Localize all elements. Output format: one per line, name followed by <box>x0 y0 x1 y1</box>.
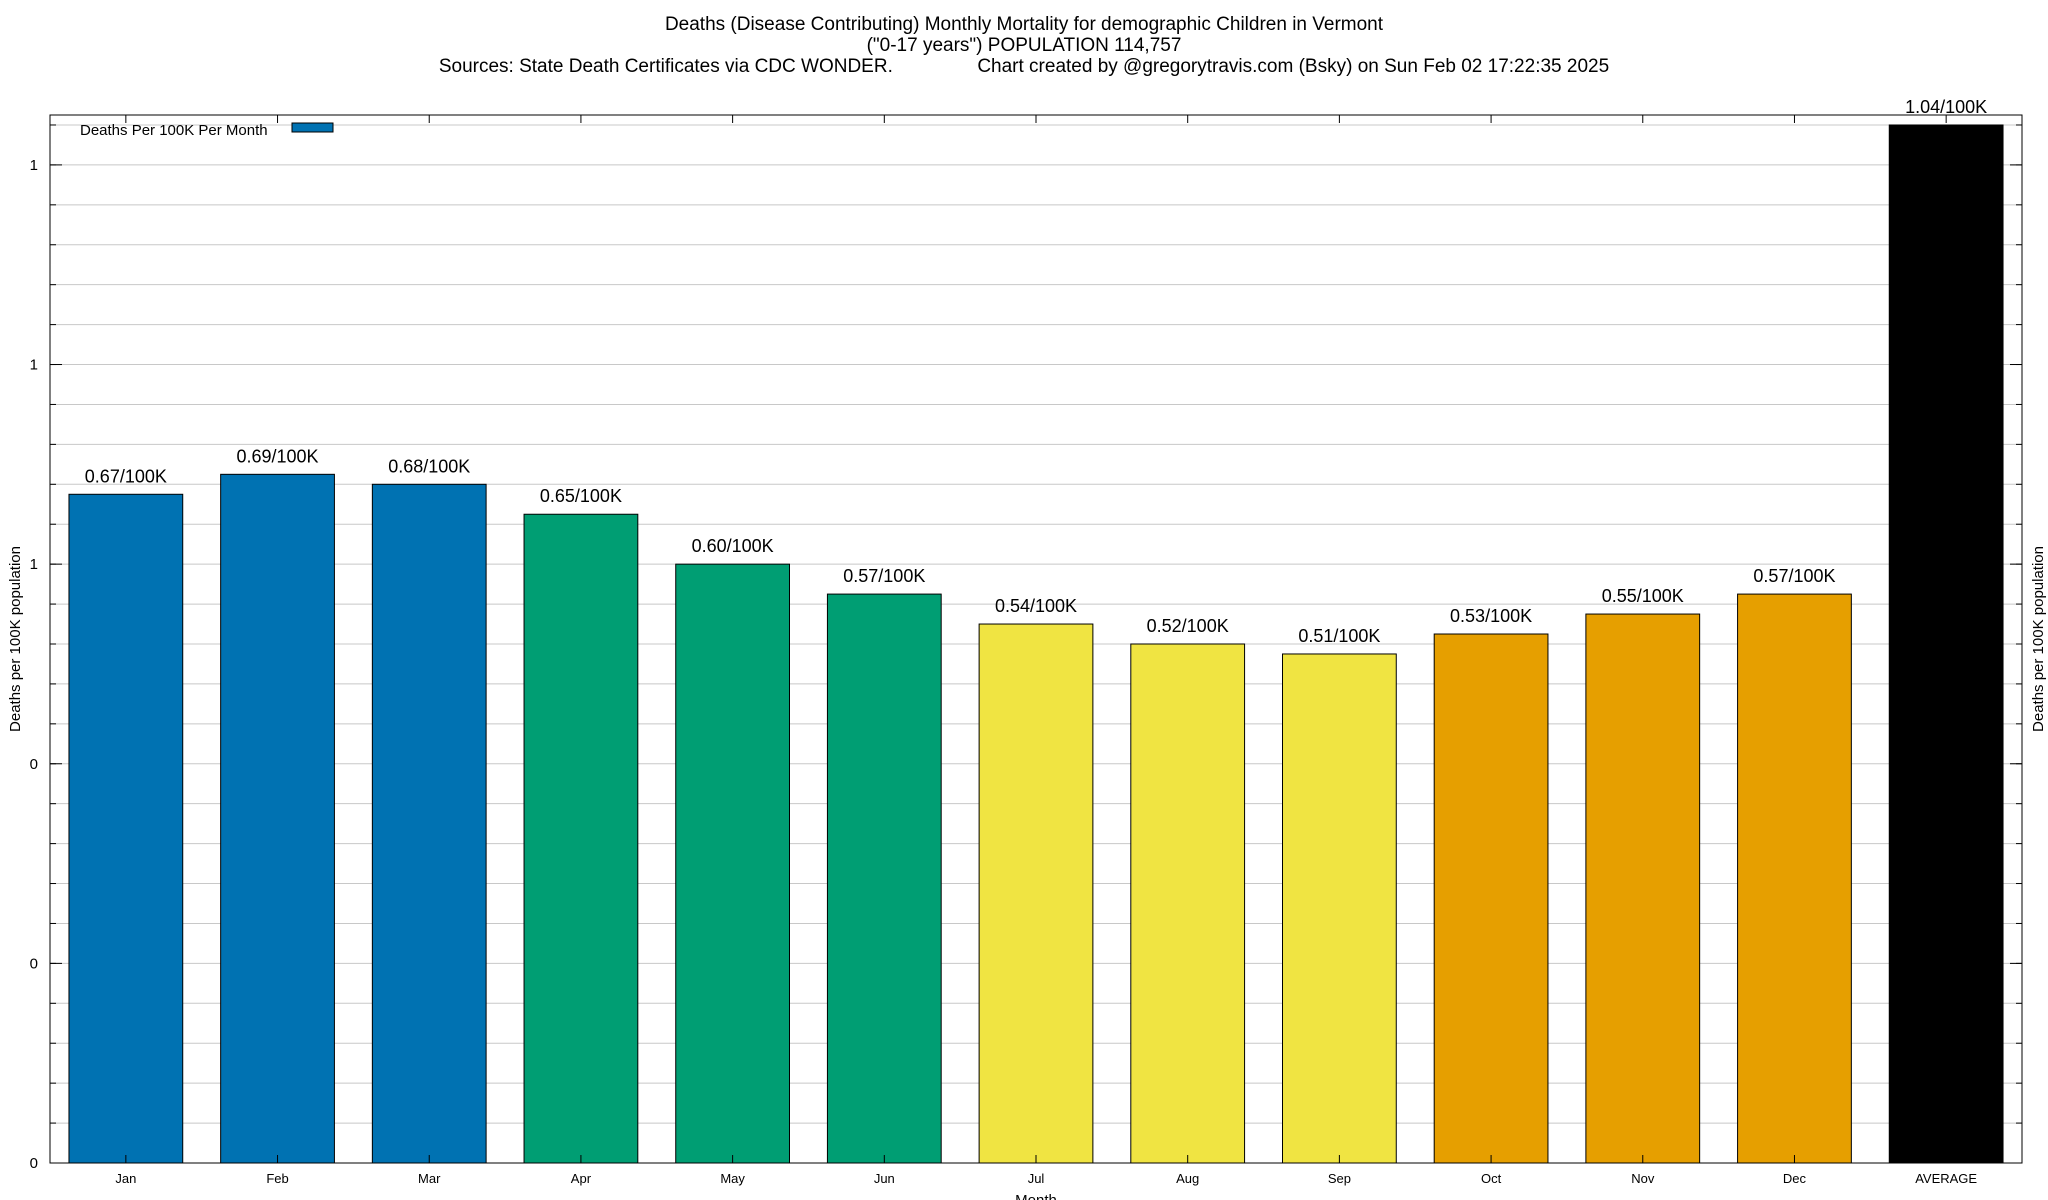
y-tick-label: 0 <box>30 1155 38 1172</box>
title-line-2: ("0-17 years") POPULATION 114,757 <box>867 35 1182 56</box>
bar-apr <box>523 513 639 1164</box>
bar-may <box>675 563 791 1164</box>
data-label: 0.54/100K <box>995 596 1077 616</box>
data-label: 0.67/100K <box>85 466 167 486</box>
bar-aug <box>1130 643 1246 1164</box>
data-label: 0.57/100K <box>1753 566 1835 586</box>
legend-label: Deaths Per 100K Per Month <box>80 122 268 139</box>
bar-oct <box>1433 633 1549 1164</box>
x-tick-label: Nov <box>1631 1171 1655 1186</box>
y-tick-label: 1 <box>30 157 38 174</box>
y-tick-label: 1 <box>30 357 38 374</box>
x-tick-label: Apr <box>571 1171 592 1186</box>
x-axis-title: Month <box>1015 1192 1057 1200</box>
y-tick-label: 0 <box>30 756 38 773</box>
x-tick-label: AVERAGE <box>1915 1171 1977 1186</box>
data-label: 0.57/100K <box>843 566 925 586</box>
x-tick-label: Feb <box>266 1171 288 1186</box>
plot-border <box>49 114 2023 1164</box>
bar-mar <box>371 483 487 1164</box>
data-label: 0.69/100K <box>236 446 318 466</box>
data-label: 0.52/100K <box>1147 616 1229 636</box>
x-tick-label: Jul <box>1028 1171 1045 1186</box>
y-tick-label: 0 <box>30 955 38 972</box>
bar-average <box>1888 124 2004 1164</box>
x-tick-label: Dec <box>1783 1171 1807 1186</box>
y-tick-label: 1 <box>30 556 38 573</box>
title-line-1: Deaths (Disease Contributing) Monthly Mo… <box>665 14 1384 35</box>
data-label: 1.04/100K <box>1905 97 1987 117</box>
bar-feb <box>220 473 335 1164</box>
title-line-3: Sources: State Death Certificates via CD… <box>439 56 1609 77</box>
chart-title: Deaths (Disease Contributing) Monthly Mo… <box>439 14 1609 77</box>
bar-jan <box>68 493 184 1164</box>
x-tick-label: Jan <box>115 1171 136 1186</box>
axes: 0 0 0 1 1 1 Jan Feb Mar Apr May Jun Jul Aug Sep Oct Nov D… <box>7 114 2047 1200</box>
bar-jul <box>978 623 1094 1164</box>
legend-swatch <box>291 122 334 133</box>
data-label: 0.51/100K <box>1298 626 1380 646</box>
x-tick-label: Sep <box>1328 1171 1351 1186</box>
x-tick-label: Oct <box>1481 1171 1502 1186</box>
bar-sep <box>1282 653 1397 1164</box>
x-tick-label: May <box>720 1171 745 1186</box>
y2-axis-title: Deaths per 100K population <box>2030 546 2047 732</box>
data-label: 0.53/100K <box>1450 606 1532 626</box>
y-axis-title: Deaths per 100K population <box>7 546 24 732</box>
data-label: 0.68/100K <box>388 456 470 476</box>
bars <box>68 124 2004 1164</box>
x-tick-label: Jun <box>874 1171 895 1186</box>
data-labels: 0.67/100K 0.69/100K 0.68/100K 0.65/100K 0.60… <box>85 97 1987 646</box>
bar-dec <box>1737 593 1852 1164</box>
x-tick-label: Mar <box>418 1171 441 1186</box>
bar-nov <box>1585 613 1701 1164</box>
data-label: 0.60/100K <box>692 536 774 556</box>
legend: Deaths Per 100K Per Month <box>80 122 334 139</box>
x-tick-label: Aug <box>1176 1171 1199 1186</box>
bar-jun <box>826 593 942 1164</box>
data-label: 0.65/100K <box>540 486 622 506</box>
data-label: 0.55/100K <box>1602 586 1684 606</box>
